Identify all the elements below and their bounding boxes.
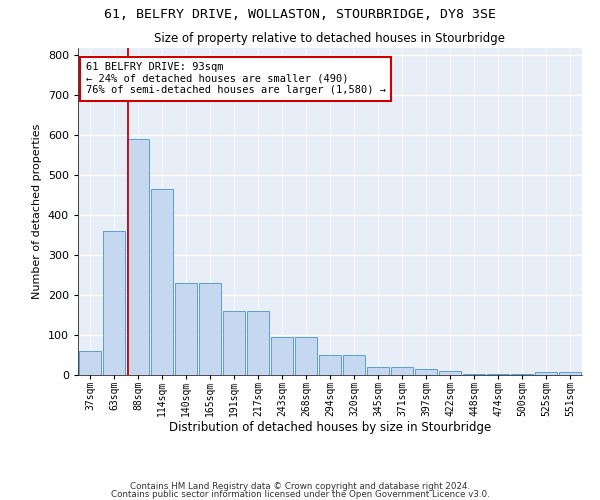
- Bar: [367, 367, 389, 375]
- Bar: [295, 337, 317, 375]
- Text: 61 BELFRY DRIVE: 93sqm
← 24% of detached houses are smaller (490)
76% of semi-de: 61 BELFRY DRIVE: 93sqm ← 24% of detached…: [86, 62, 386, 96]
- Bar: [439, 371, 461, 375]
- Bar: [559, 372, 581, 375]
- X-axis label: Distribution of detached houses by size in Stourbridge: Distribution of detached houses by size …: [169, 422, 491, 434]
- Y-axis label: Number of detached properties: Number of detached properties: [32, 124, 42, 299]
- Bar: [223, 311, 245, 375]
- Bar: [199, 283, 221, 375]
- Text: 61, BELFRY DRIVE, WOLLASTON, STOURBRIDGE, DY8 3SE: 61, BELFRY DRIVE, WOLLASTON, STOURBRIDGE…: [104, 8, 496, 20]
- Title: Size of property relative to detached houses in Stourbridge: Size of property relative to detached ho…: [155, 32, 505, 45]
- Text: Contains HM Land Registry data © Crown copyright and database right 2024.: Contains HM Land Registry data © Crown c…: [130, 482, 470, 491]
- Bar: [127, 140, 149, 375]
- Bar: [487, 374, 509, 375]
- Text: Contains public sector information licensed under the Open Government Licence v3: Contains public sector information licen…: [110, 490, 490, 499]
- Bar: [343, 355, 365, 375]
- Bar: [151, 190, 173, 375]
- Bar: [175, 283, 197, 375]
- Bar: [79, 351, 101, 375]
- Bar: [319, 355, 341, 375]
- Bar: [103, 231, 125, 375]
- Bar: [415, 369, 437, 375]
- Bar: [535, 372, 557, 375]
- Bar: [391, 367, 413, 375]
- Bar: [271, 337, 293, 375]
- Bar: [463, 374, 485, 375]
- Bar: [511, 374, 533, 375]
- Bar: [247, 311, 269, 375]
